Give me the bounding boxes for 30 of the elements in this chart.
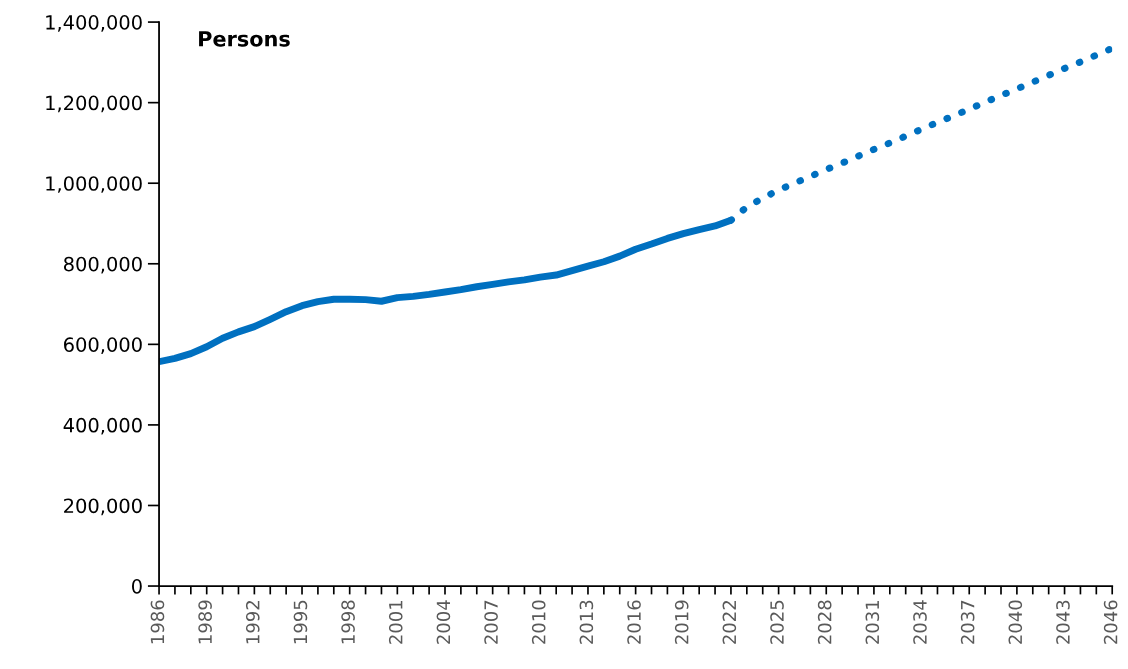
x-tick-label: 2034 xyxy=(913,600,927,644)
x-tick-label: 2022 xyxy=(722,601,737,644)
x-tick-label: 2046 xyxy=(1103,600,1118,644)
y-tick-label: 800,000 xyxy=(63,256,142,274)
x-tick-label: 2016 xyxy=(627,600,641,644)
y-tick-label: 1,200,000 xyxy=(46,95,142,113)
x-tick-label: 2007 xyxy=(484,600,498,644)
x-tick-label: 2010 xyxy=(531,600,546,644)
x-tick-label: 1992 xyxy=(245,601,260,644)
x-tick-label: 1995 xyxy=(293,600,308,644)
x-tick-label: 2004 xyxy=(436,600,451,644)
x-tick-label: 2001 xyxy=(388,600,403,644)
x-tick-label: 2043 xyxy=(1056,600,1070,644)
y-tick-label: 0 xyxy=(131,579,142,594)
x-tick-label: 2028 xyxy=(817,600,832,644)
x-tick-label: 2031 xyxy=(865,600,880,644)
x-tick-label: 2037 xyxy=(960,600,975,644)
y-axis-title: Persons xyxy=(199,31,290,47)
y-tick-label: 400,000 xyxy=(63,417,142,435)
x-tick-label: 2025 xyxy=(770,600,784,644)
y-tick-label: 200,000 xyxy=(64,498,142,516)
y-tick-label: 1,000,000 xyxy=(46,176,142,193)
x-tick-label: 2013 xyxy=(579,600,594,644)
x-tick-label: 1986 xyxy=(150,600,165,644)
x-tick-label: 2019 xyxy=(674,600,689,644)
x-tick-label: 2040 xyxy=(1008,600,1023,644)
y-tick-label: 600,000 xyxy=(64,337,142,354)
x-tick-label: 1989 xyxy=(198,600,212,644)
y-tick-label: 1,400,000 xyxy=(46,15,142,32)
x-tick-label: 1998 xyxy=(341,600,355,644)
